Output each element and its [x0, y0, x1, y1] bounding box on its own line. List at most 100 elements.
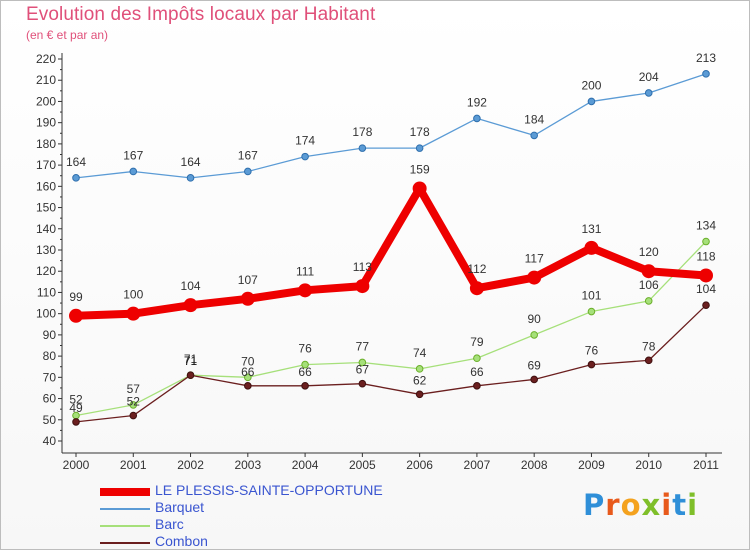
data-label-barquet: 164 [181, 155, 201, 169]
data-label-barc: 134 [696, 219, 716, 233]
y-tick-label: 100 [36, 307, 56, 321]
legend-swatch-combon [100, 542, 150, 544]
data-label-combon: 66 [298, 365, 312, 379]
data-point-barc [587, 307, 596, 316]
y-tick-label: 110 [37, 285, 56, 299]
data-point-barc [530, 331, 538, 339]
y-tick-label: 70 [43, 370, 57, 384]
data-point-le-plessis-sainte-opportune [584, 240, 599, 255]
data-label-le-plessis-sainte-opportune: 111 [296, 264, 315, 278]
legend-item-combon: Combon [100, 533, 420, 551]
y-tick-label: 210 [36, 73, 56, 87]
data-label-le-plessis-sainte-opportune: 107 [238, 273, 258, 287]
data-point-barquet [72, 174, 80, 182]
data-point-barquet [644, 89, 653, 97]
data-label-barc: 70 [241, 354, 255, 368]
data-point-combon [530, 375, 538, 384]
data-label-le-plessis-sainte-opportune: 100 [123, 288, 143, 302]
legend-label-barc: Barc [155, 516, 184, 532]
y-tick-label: 220 [36, 52, 56, 66]
series-line-le-plessis-sainte-opportune [72, 184, 710, 320]
data-label-combon: 62 [413, 373, 427, 387]
legend-swatch-barc [100, 525, 150, 527]
data-label-barc: 101 [581, 289, 601, 303]
data-point-combon [129, 411, 138, 420]
legend-swatch-barquet [100, 508, 150, 510]
data-label-le-plessis-sainte-opportune: 104 [181, 279, 201, 293]
data-point-barquet [587, 97, 596, 106]
data-point-barc [702, 237, 710, 246]
data-point-barc [301, 360, 309, 369]
data-point-barc [473, 354, 481, 363]
data-label-le-plessis-sainte-opportune: 131 [581, 222, 601, 236]
data-point-combon [72, 418, 80, 426]
data-label-barquet: 178 [410, 125, 430, 139]
data-label-barquet: 164 [66, 155, 86, 169]
data-point-combon [301, 382, 309, 390]
data-point-le-plessis-sainte-opportune [69, 308, 83, 323]
data-point-barquet [301, 152, 309, 161]
x-tick-label: 2006 [406, 458, 433, 472]
data-label-combon: 78 [642, 339, 656, 353]
legend-label-barquet: Barquet [155, 499, 205, 515]
x-tick-label: 2010 [635, 458, 662, 472]
data-label-barc: 71 [184, 352, 198, 366]
data-point-combon [644, 356, 653, 365]
y-tick-label: 140 [36, 222, 56, 236]
data-label-combon: 67 [356, 363, 370, 377]
x-tick-label: 2011 [693, 458, 719, 472]
data-label-barc: 74 [413, 346, 427, 360]
data-label-barc: 90 [528, 312, 542, 326]
data-label-combon: 104 [696, 282, 716, 296]
data-point-barquet [244, 167, 252, 176]
x-tick-label: 2008 [521, 458, 548, 472]
data-label-barc: 77 [356, 339, 370, 353]
data-label-barquet: 174 [295, 134, 315, 148]
data-label-combon: 71 [184, 354, 198, 368]
data-point-le-plessis-sainte-opportune [469, 281, 484, 296]
y-tick-label: 80 [43, 349, 57, 363]
data-label-barquet: 192 [467, 95, 487, 109]
data-label-barc: 79 [470, 335, 484, 349]
data-point-barquet [530, 131, 538, 140]
data-label-combon: 66 [241, 365, 255, 379]
y-tick-label: 90 [43, 328, 57, 342]
data-point-combon [415, 390, 424, 399]
data-label-le-plessis-sainte-opportune: 113 [353, 260, 372, 274]
data-label-barquet: 213 [696, 51, 716, 65]
data-point-le-plessis-sainte-opportune [298, 283, 313, 298]
x-tick-label: 2009 [578, 458, 605, 472]
data-label-le-plessis-sainte-opportune: 99 [69, 290, 83, 304]
data-point-barc [415, 365, 424, 373]
series-line-barquet [75, 73, 707, 179]
x-tick-label: 2004 [292, 458, 319, 472]
data-label-barquet: 200 [581, 78, 601, 92]
y-tick-label: 50 [43, 413, 57, 427]
data-label-barc: 57 [127, 382, 141, 396]
data-point-barquet [129, 167, 138, 176]
data-point-combon [358, 379, 367, 388]
data-label-combon: 66 [470, 365, 484, 379]
data-label-combon: 49 [69, 401, 83, 415]
y-tick-label: 60 [43, 392, 57, 406]
x-tick-label: 2003 [234, 458, 261, 472]
y-tick-label: 120 [36, 264, 56, 278]
data-label-barquet: 167 [238, 148, 258, 162]
x-tick-label: 2001 [120, 458, 147, 472]
data-point-barc [358, 358, 367, 367]
data-point-barc [644, 297, 653, 305]
legend-item-barquet: Barquet [100, 499, 420, 517]
x-tick-label: 2007 [464, 458, 491, 472]
legend-item-le-plessis: LE PLESSIS-SAINTE-OPPORTUNE [100, 482, 420, 500]
data-point-barc [129, 401, 138, 409]
data-label-barc: 106 [639, 278, 659, 292]
data-point-le-plessis-sainte-opportune [355, 279, 370, 294]
x-tick-label: 2002 [177, 458, 204, 472]
data-point-barquet [702, 70, 710, 78]
x-tick-label: 2000 [63, 458, 90, 472]
data-point-le-plessis-sainte-opportune [412, 181, 427, 196]
data-point-barquet [473, 114, 481, 123]
data-point-combon [587, 360, 596, 369]
data-point-le-plessis-sainte-opportune [240, 291, 255, 306]
